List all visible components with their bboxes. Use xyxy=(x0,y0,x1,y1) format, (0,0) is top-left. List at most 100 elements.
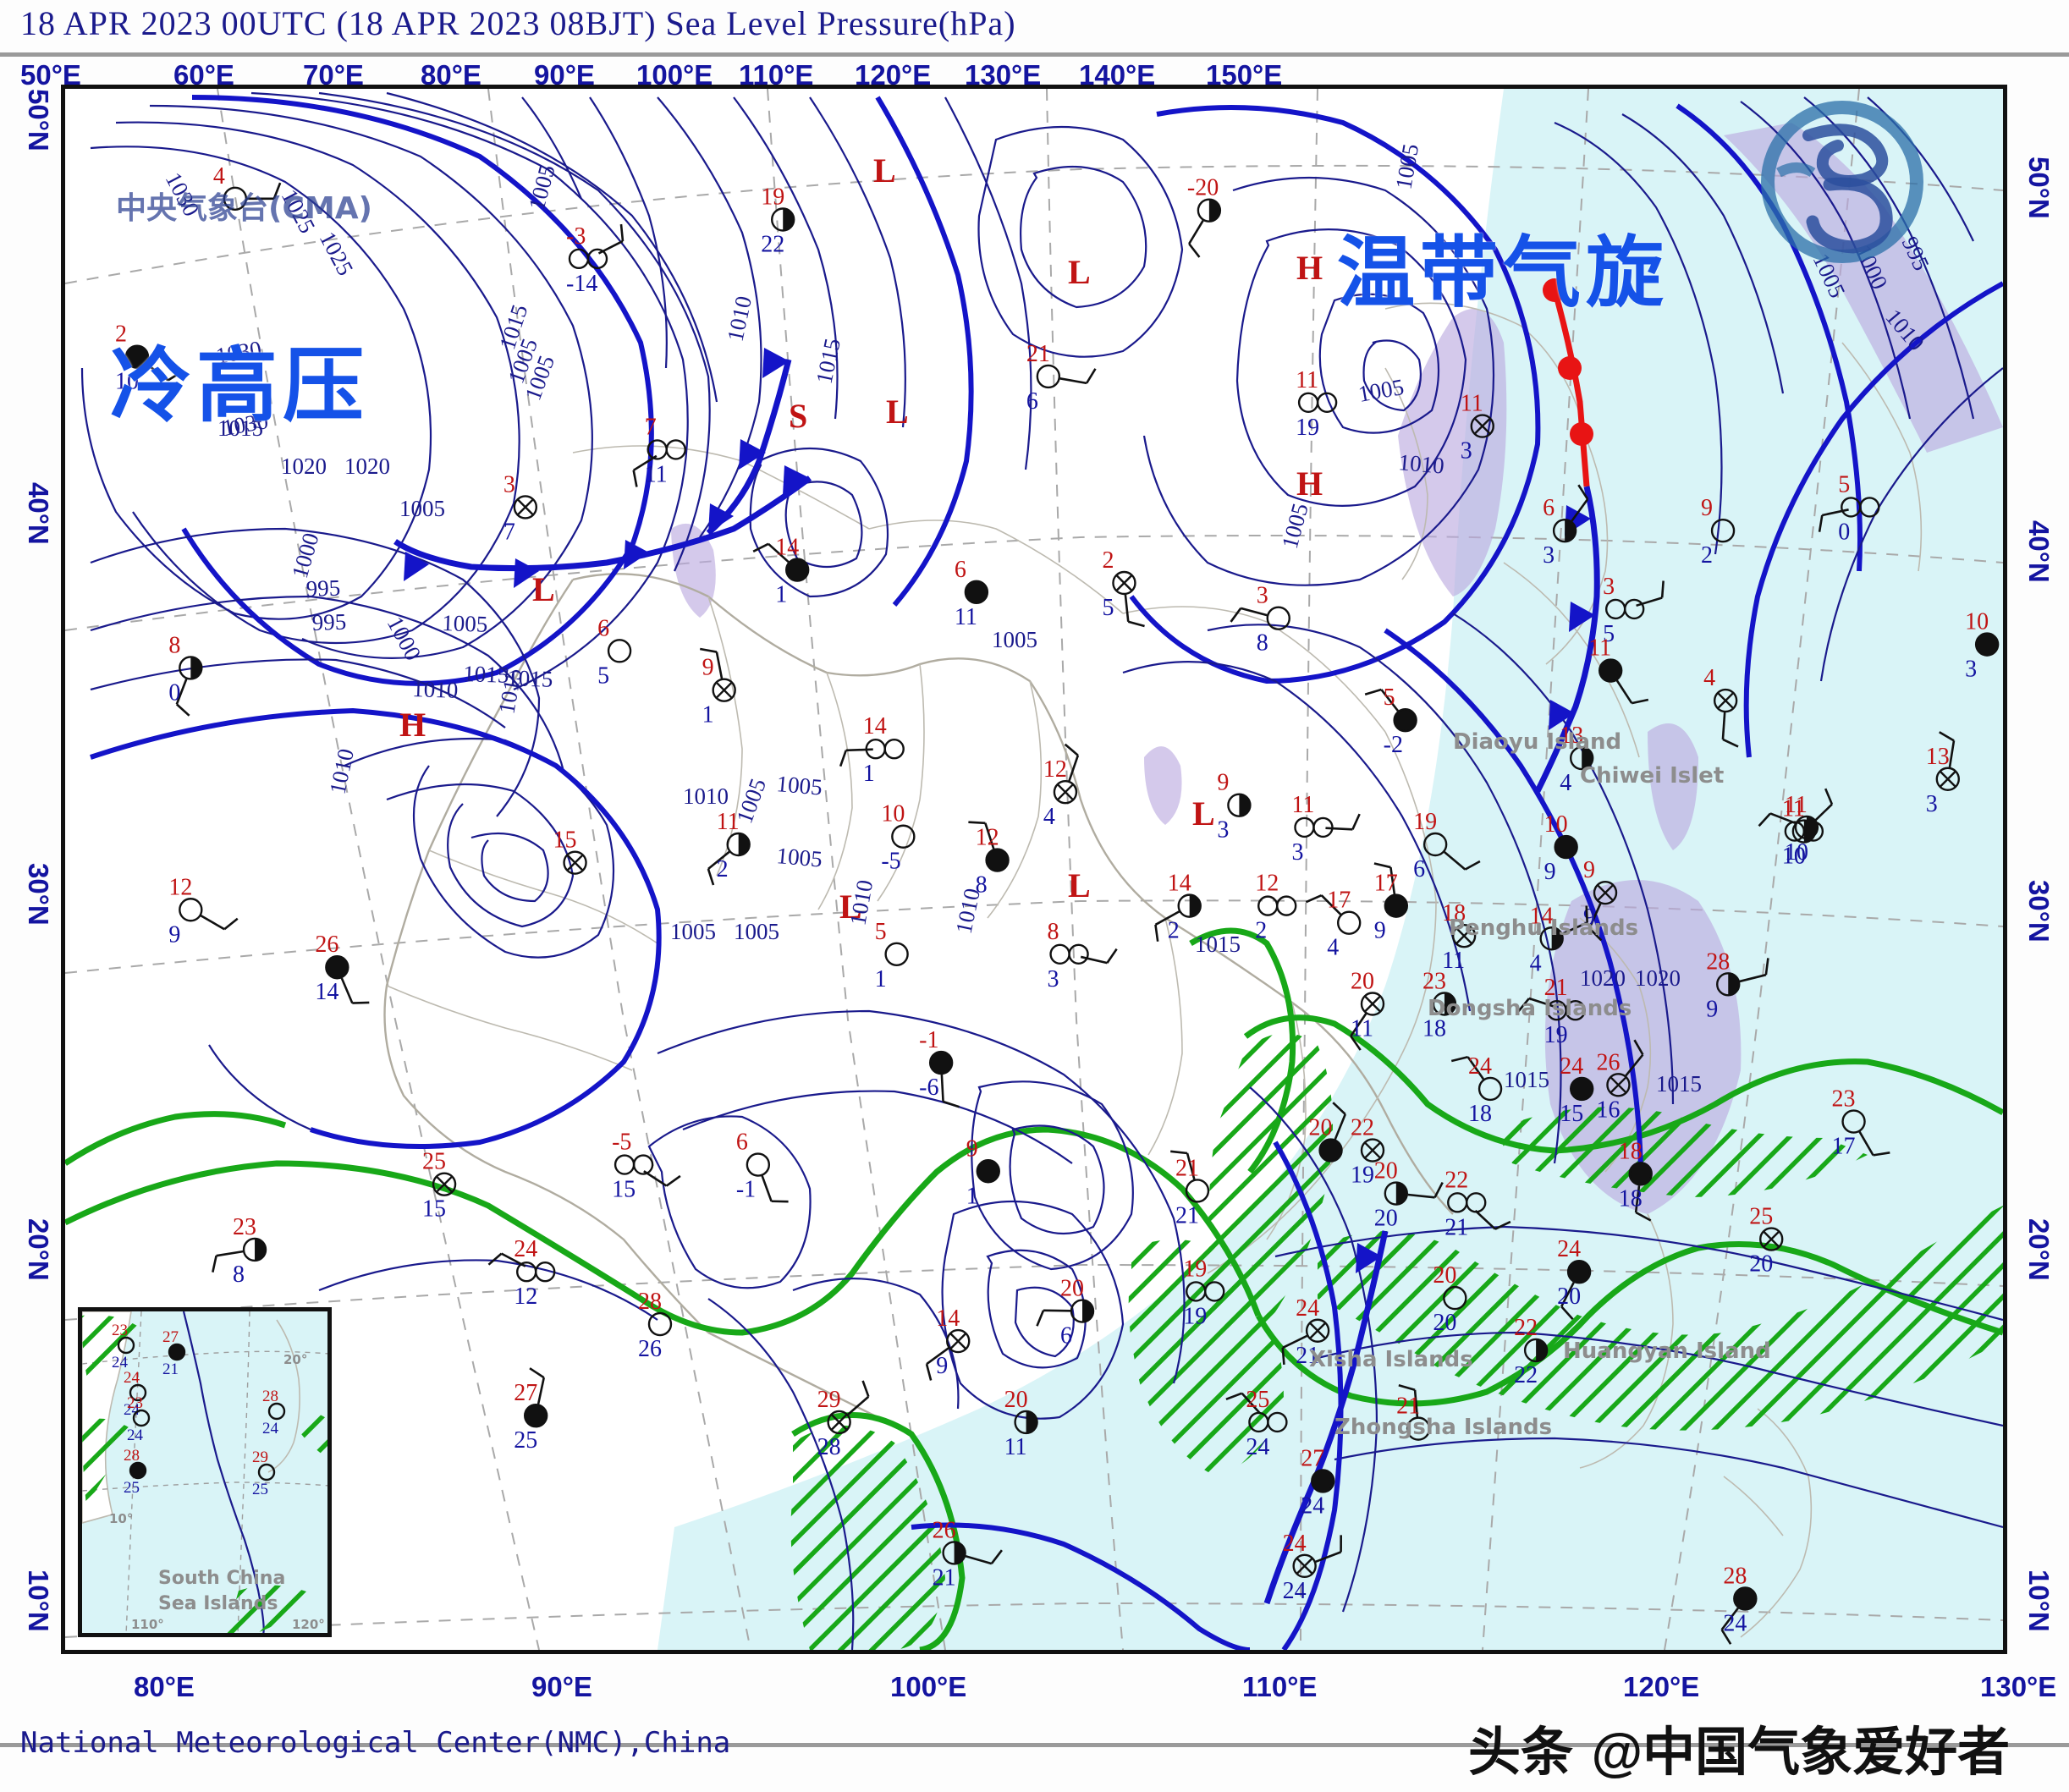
station-dewpoint: 16 xyxy=(1596,1097,1620,1123)
station-plot: 35 xyxy=(1603,574,1665,647)
station-plot: 14 1 xyxy=(752,535,810,608)
svg-text:27: 27 xyxy=(162,1328,179,1346)
station-dewpoint: 15 xyxy=(422,1196,446,1223)
station-dewpoint: 26 xyxy=(638,1336,662,1362)
island-label-penghu: Penghu Islands xyxy=(1449,915,1638,941)
low-center-L2: L xyxy=(1068,253,1091,291)
station-temperature: 8 xyxy=(1048,919,1059,945)
station-dewpoint: 14 xyxy=(315,979,338,1005)
svg-text:28: 28 xyxy=(124,1447,140,1465)
station-plot: -20 xyxy=(1187,175,1222,258)
station-plot: 17 9 xyxy=(1373,862,1409,944)
svg-text:995: 995 xyxy=(311,609,347,635)
svg-text:995: 995 xyxy=(305,575,341,602)
station-plot: 10 3 xyxy=(1965,609,2000,683)
station-temperature: 27 xyxy=(1301,1445,1324,1471)
station-dewpoint: 4 xyxy=(1327,935,1339,961)
station-plot: 12 2 xyxy=(1255,871,1297,944)
station-dewpoint: 20 xyxy=(1557,1284,1581,1310)
inset-station-plot: 27 21 xyxy=(162,1328,186,1378)
south-china-sea-inset[interactable]: South China Sea Islands 110° 120° 10° 20… xyxy=(78,1307,332,1637)
island-label-dongsha: Dongsha Islands xyxy=(1428,996,1632,1021)
synoptic-map-canvas[interactable]: L L L L H H H L L L S 1030 1025 1025 xyxy=(61,85,2007,1654)
station-dewpoint: -1 xyxy=(736,1177,756,1203)
station-dewpoint: 0 xyxy=(1838,519,1850,545)
station-temperature: 3 xyxy=(1603,574,1615,600)
station-dewpoint: 24 xyxy=(1723,1610,1747,1636)
axis-bot-lon-100e: 100°E xyxy=(890,1671,967,1702)
axis-left-lat-20n: 20°N xyxy=(23,1218,54,1281)
station-temperature: 2 xyxy=(1102,547,1114,574)
axis-bot-lon-130e: 130°E xyxy=(1980,1671,2057,1702)
station-temperature: 14 xyxy=(863,713,887,739)
axis-bot-lon-110e: 110°E xyxy=(1242,1671,1318,1702)
station-dewpoint: 21 xyxy=(1175,1202,1199,1229)
station-temperature: 6 xyxy=(597,615,609,641)
station-plot: 26 16 xyxy=(1596,1039,1644,1123)
station-plot: 28 24 xyxy=(1720,1563,1758,1645)
station-plot: 26 14 xyxy=(315,932,370,1005)
svg-text:1015: 1015 xyxy=(507,665,553,692)
station-dewpoint: 0 xyxy=(168,679,180,706)
station-plot: 11 xyxy=(1588,635,1649,705)
svg-text:24: 24 xyxy=(124,1369,140,1387)
station-temperature: 24 xyxy=(1296,1295,1319,1322)
svg-text:1015: 1015 xyxy=(1504,1067,1549,1092)
svg-text:10°: 10° xyxy=(109,1511,133,1526)
low-center-L7: L xyxy=(839,888,862,926)
station-plot: 22 21 xyxy=(1444,1167,1511,1240)
station-plot: 91 xyxy=(699,647,736,728)
low-center-L8: S xyxy=(789,397,807,435)
island-label-zhongsha: Zhongsha Islands xyxy=(1334,1415,1552,1440)
svg-text:1010: 1010 xyxy=(1397,449,1444,479)
station-temperature: 26 xyxy=(1596,1049,1620,1075)
station-plot: 23 17 xyxy=(1832,1086,1890,1160)
station-temperature: 6 xyxy=(1543,495,1555,521)
station-plot: 22 22 xyxy=(1514,1315,1549,1388)
station-temperature: 21 xyxy=(1026,341,1050,367)
station-dewpoint: 9 xyxy=(1374,918,1386,944)
station-dewpoint: 11 xyxy=(955,604,977,630)
station-plot: 6 -1 xyxy=(736,1130,789,1203)
station-dewpoint: 19 xyxy=(1351,1163,1374,1189)
watermark: 头条 @中国气象爱好者 xyxy=(1468,1709,2010,1785)
station-dewpoint: 6 xyxy=(1060,1323,1072,1349)
svg-text:1020: 1020 xyxy=(1580,965,1626,991)
station-temperature: 11 xyxy=(1785,792,1808,818)
high-center-H3: H xyxy=(399,706,426,744)
station-temperature: 24 xyxy=(514,1236,537,1262)
svg-text:25: 25 xyxy=(252,1481,268,1498)
station-dewpoint: 7 xyxy=(503,519,515,545)
station-temperature: 9 xyxy=(966,1135,978,1162)
svg-text:24: 24 xyxy=(112,1354,129,1371)
station-dewpoint: 15 xyxy=(1560,1101,1583,1127)
station-plot: 13 3 xyxy=(1926,731,1961,817)
station-temperature: -20 xyxy=(1187,175,1219,201)
station-dewpoint: 21 xyxy=(1296,1343,1319,1369)
station-temperature: 20 xyxy=(1433,1262,1456,1289)
watermark-handle: @中国气象爱好者 xyxy=(1591,1723,2011,1782)
station-dewpoint: -5 xyxy=(881,849,900,875)
annotation-extratropical-cyclone: 温带气旋 xyxy=(1337,228,1670,318)
axis-bot-lon-120e: 120°E xyxy=(1623,1671,1700,1702)
station-plot: 24 24 xyxy=(1283,1531,1342,1604)
axis-right-lat-20n: 20°N xyxy=(2023,1218,2055,1281)
station-plot: 6 11 xyxy=(955,557,989,630)
station-temperature: 13 xyxy=(1926,744,1950,770)
svg-text:1005: 1005 xyxy=(734,919,779,944)
svg-text:1015: 1015 xyxy=(1656,1071,1702,1097)
station-plot: 27 25 xyxy=(514,1367,548,1454)
station-plot: 24 12 xyxy=(487,1236,556,1310)
low-center-L6: L xyxy=(1068,866,1091,904)
inset-station-plot: 29 25 xyxy=(252,1448,276,1498)
station-dewpoint: 28 xyxy=(817,1434,841,1460)
station-plot: 28 9 xyxy=(1706,948,1769,1022)
svg-text:1005: 1005 xyxy=(670,919,716,944)
station-dewpoint: 10 xyxy=(115,369,139,395)
cma-agency-label: 中央气象台(CMA) xyxy=(116,191,373,226)
station-temperature: 14 xyxy=(1530,903,1554,929)
station-dewpoint: 5 xyxy=(597,662,609,689)
station-plot: 21 xyxy=(1396,1383,1431,1441)
